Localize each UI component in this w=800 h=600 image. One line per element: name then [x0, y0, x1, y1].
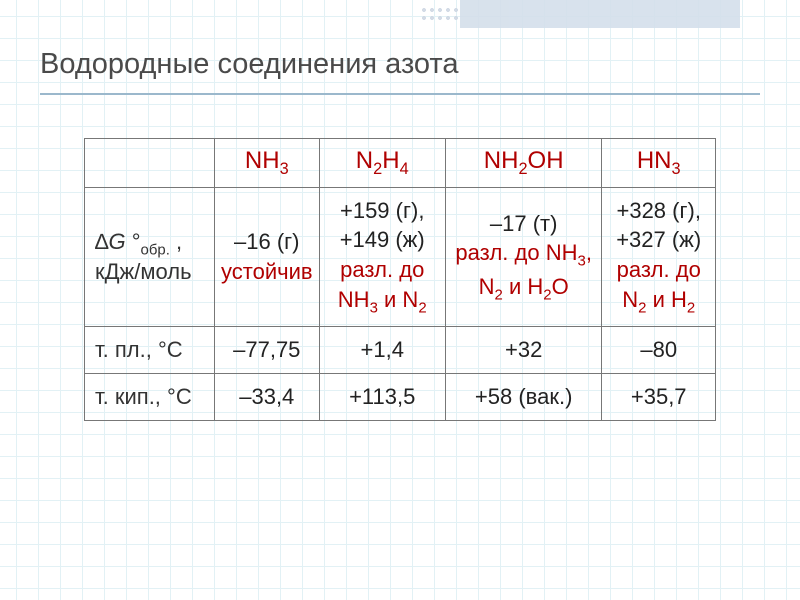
- cell: +113,5: [319, 374, 445, 421]
- table-row: т. кип., °С –33,4 +113,5 +58 (вак.) +35,…: [85, 374, 716, 421]
- cell: +159 (г),+149 (ж) разл. до NH3 и N2: [319, 187, 445, 327]
- table-row: ∆G °обр. , кДж/моль –16 (г) устойчив +15…: [85, 187, 716, 327]
- title-container: Водородные соединения азота: [40, 48, 760, 95]
- row-head: т. кип., °С: [85, 374, 215, 421]
- cell: –33,4: [215, 374, 320, 421]
- table-header-row: NH3 N2H4 NH2OH HN3: [85, 139, 716, 188]
- table-corner: [85, 139, 215, 188]
- cell: +32: [445, 327, 602, 374]
- cell-value: –16 (г): [234, 229, 300, 254]
- cell-value: +159 (г),+149 (ж): [340, 198, 425, 253]
- row-head: ∆G °обр. , кДж/моль: [85, 187, 215, 327]
- cell: +1,4: [319, 327, 445, 374]
- cell: –77,75: [215, 327, 320, 374]
- cell: –16 (г) устойчив: [215, 187, 320, 327]
- compounds-table: NH3 N2H4 NH2OH HN3 ∆G °обр. , кДж/моль –…: [84, 138, 716, 421]
- top-decoration: [460, 0, 740, 28]
- cell-note: разл. до NH3, N2 и H2O: [455, 240, 592, 299]
- cell: +58 (вак.): [445, 374, 602, 421]
- page-title: Водородные соединения азота: [40, 48, 760, 81]
- table-container: NH3 N2H4 NH2OH HN3 ∆G °обр. , кДж/моль –…: [84, 138, 716, 421]
- col-header: NH2OH: [445, 139, 602, 188]
- cell-value: –17 (т): [490, 211, 558, 236]
- cell-note: устойчив: [221, 259, 313, 284]
- col-header: NH3: [215, 139, 320, 188]
- col-header: N2H4: [319, 139, 445, 188]
- cell: +35,7: [602, 374, 716, 421]
- cell-value: +328 (г),+327 (ж): [616, 198, 701, 253]
- cell-note: разл. до N2 и H2: [617, 257, 701, 312]
- cell: –17 (т) разл. до NH3, N2 и H2O: [445, 187, 602, 327]
- cell-note: разл. до NH3 и N2: [338, 257, 427, 312]
- table-row: т. пл., °С –77,75 +1,4 +32 –80: [85, 327, 716, 374]
- row-head: т. пл., °С: [85, 327, 215, 374]
- cell: +328 (г),+327 (ж) разл. до N2 и H2: [602, 187, 716, 327]
- cell: –80: [602, 327, 716, 374]
- col-header: HN3: [602, 139, 716, 188]
